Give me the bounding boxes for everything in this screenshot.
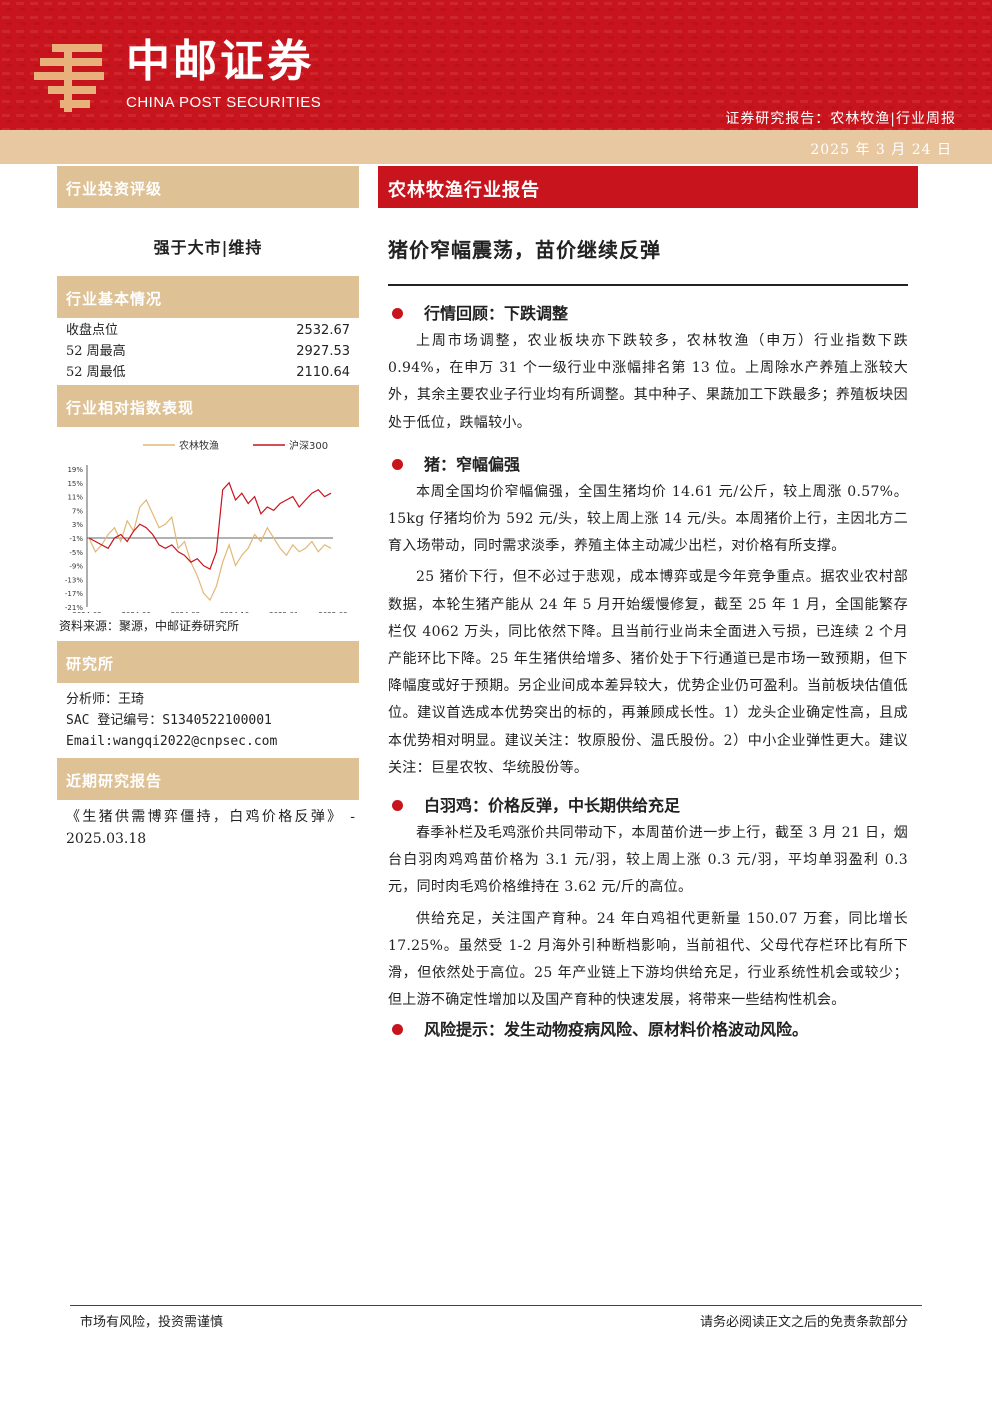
y-tick-label: -21% — [65, 604, 83, 612]
section-heading-text: 白羽鸡：价格反弹，中长期供给充足 — [424, 796, 681, 816]
left-sidebar: 行业投资评级 强于大市|维持 行业基本情况 收盘点位 2532.67 52 周最… — [57, 166, 359, 850]
x-tick-label: 2024-10 — [220, 611, 249, 613]
section-heading-text: 猪：窄幅偏强 — [424, 454, 521, 474]
bullet-icon — [392, 1024, 403, 1036]
x-tick-label: 2025-01 — [269, 611, 298, 613]
y-tick-label: 19% — [67, 466, 83, 474]
china-post-logo-icon — [34, 44, 104, 112]
chart-source: 资料来源：聚源，中邮证券研究所 — [59, 619, 240, 633]
date-bar — [0, 130, 992, 164]
bullet-icon — [392, 800, 403, 812]
paragraph: 春季补栏及毛鸡涨价共同带动下，本周苗价进一步上行，截至 3 月 21 日，烟台白… — [388, 825, 908, 896]
legend-label: 农林牧渔 — [179, 439, 219, 452]
y-tick-label: -13% — [65, 576, 83, 584]
research-institute-heading: 研究所 — [57, 641, 359, 683]
y-tick-label: 7% — [72, 507, 83, 515]
report-header: 中邮证券 CHINA POST SECURITIES 证券研究报告：农林牧渔|行… — [0, 0, 992, 130]
y-tick-label: -9% — [69, 563, 83, 571]
section-heading: 白羽鸡：价格反弹，中长期供给充足 — [388, 792, 908, 820]
analyst-email: Email:wangqi2022@cnpsec.com — [66, 734, 278, 749]
x-tick-label: 2024-03 — [72, 611, 101, 613]
relative-index-chart: 农林牧渔 沪深300 19% 15% 11% 7% 3% -1% -5% -9% -13% -17% -… — [57, 427, 359, 657]
document-type: 证券研究报告：农林牧渔|行业周报 — [725, 111, 956, 127]
title-divider — [388, 284, 908, 286]
recent-report-link[interactable]: 《生猪供需博弈僵持，白鸡价格反弹》 - 2025.03.18 — [66, 809, 355, 847]
sac-number: SAC 登记编号：S1340522100001 — [66, 713, 272, 728]
series-line-agriculture — [88, 498, 332, 602]
stat-label: 收盘点位 — [66, 323, 119, 338]
footer-divider — [70, 1305, 922, 1306]
section-heading: 行情回顾：下跌调整 — [388, 300, 908, 328]
footer-disclaimer-note: 请务必阅读正文之后的免责条款部分 — [699, 1315, 908, 1330]
y-tick-label: -1% — [69, 535, 83, 543]
report-headline: 猪价窄幅震荡，苗价继续反弹 — [388, 238, 661, 262]
x-tick-label: 2025-03 — [318, 611, 347, 613]
stat-value: 2532.67 — [296, 323, 350, 338]
main-content: 农林牧渔行业报告 猪价窄幅震荡，苗价继续反弹 行情回顾：下跌调整 上周市场调整，… — [378, 166, 918, 1039]
y-tick-label: -5% — [69, 549, 83, 557]
stat-value: 2927.53 — [296, 344, 350, 359]
analyst-name: 分析师：王琦 — [66, 692, 145, 707]
bullet-icon — [392, 308, 403, 319]
rating-value: 强于大市|维持 — [153, 238, 263, 257]
paragraph: 上周市场调整，农业板块亦下跌较多，农林牧渔（申万）行业指数下跌 0.94%，在申… — [388, 333, 908, 431]
footer-risk-note: 市场有风险，投资需谨慎 — [80, 1315, 224, 1330]
rating-heading: 行业投资评级 — [57, 166, 359, 208]
y-tick-label: 11% — [67, 494, 83, 502]
section-white-feather-chicken: 白羽鸡：价格反弹，中长期供给充足 春季补栏及毛鸡涨价共同带动下，本周苗价进一步上… — [388, 792, 908, 1014]
brand-name-cn: 中邮证券 — [126, 36, 314, 87]
section-heading-text: 行情回顾：下跌调整 — [424, 304, 569, 323]
basic-info-table: 收盘点位 2532.67 52 周最高 2927.53 52 周最低 2110.… — [57, 318, 359, 383]
risk-warning-text: 风险提示：发生动物疫病风险、原材料价格波动风险。 — [424, 1020, 809, 1040]
section-pig: 猪：窄幅偏强 本周全国均价窄幅偏强，全国生猪均价 14.61 元/公斤，较上周涨… — [388, 451, 908, 782]
x-tick-label: 2024-08 — [171, 611, 200, 613]
section-heading: 猪：窄幅偏强 — [388, 451, 908, 479]
series-line-csi300 — [88, 481, 332, 570]
stat-label: 52 周最高 — [66, 344, 126, 359]
recent-reports-heading: 近期研究报告 — [57, 758, 359, 800]
industry-report-title: 农林牧渔行业报告 — [378, 166, 918, 208]
bullet-icon — [392, 458, 403, 470]
stat-label: 52 周最低 — [66, 365, 126, 380]
report-body: 行情回顾：下跌调整 上周市场调整，农业板块亦下跌较多，农林牧渔（申万）行业指数下… — [388, 300, 908, 1044]
basic-info-heading: 行业基本情况 — [57, 276, 359, 318]
stat-row: 52 周最高 2927.53 — [57, 341, 359, 362]
brand-name-en: CHINA POST SECURITIES — [126, 94, 322, 111]
paragraph: 本周全国均价窄幅偏强，全国生猪均价 14.61 元/公斤，较上周涨 0.57%。… — [388, 483, 908, 555]
y-tick-label: 3% — [72, 521, 83, 529]
legend-label: 沪深300 — [289, 439, 328, 452]
relative-index-chart-svg: 农林牧渔 沪深300 19% 15% 11% 7% 3% -1% -5% -9% -13% -17% -… — [65, 439, 348, 613]
y-tick-label: -17% — [65, 590, 83, 598]
stat-value: 2110.64 — [296, 365, 350, 380]
report-date: 2025 年 3 月 24 日 — [810, 142, 952, 158]
header-pattern — [0, 0, 992, 130]
paragraph: 供给充足，关注国产育种。24 年白鸡祖代更新量 150.07 万套，同比增长 1… — [388, 910, 908, 1009]
y-tick-label: 15% — [67, 480, 83, 488]
section-market-review: 行情回顾：下跌调整 上周市场调整，农业板块亦下跌较多，农林牧渔（申万）行业指数下… — [388, 300, 908, 437]
stat-row: 52 周最低 2110.64 — [57, 362, 359, 383]
risk-warning: 风险提示：发生动物疫病风险、原材料价格波动风险。 — [388, 1016, 908, 1044]
analyst-info: 分析师：王琦 SAC 登记编号：S1340522100001 Email:wan… — [57, 683, 359, 752]
paragraph: 25 猪价下行，但不必过于悲观，成本博弈或是今年竞争重点。据农业农村部数据，本轮… — [388, 569, 908, 776]
rating-section: 行业投资评级 强于大市|维持 — [57, 166, 359, 276]
x-tick-label: 2024-06 — [122, 611, 152, 613]
relative-performance-heading: 行业相对指数表现 — [57, 385, 359, 427]
stat-row: 收盘点位 2532.67 — [57, 320, 359, 341]
